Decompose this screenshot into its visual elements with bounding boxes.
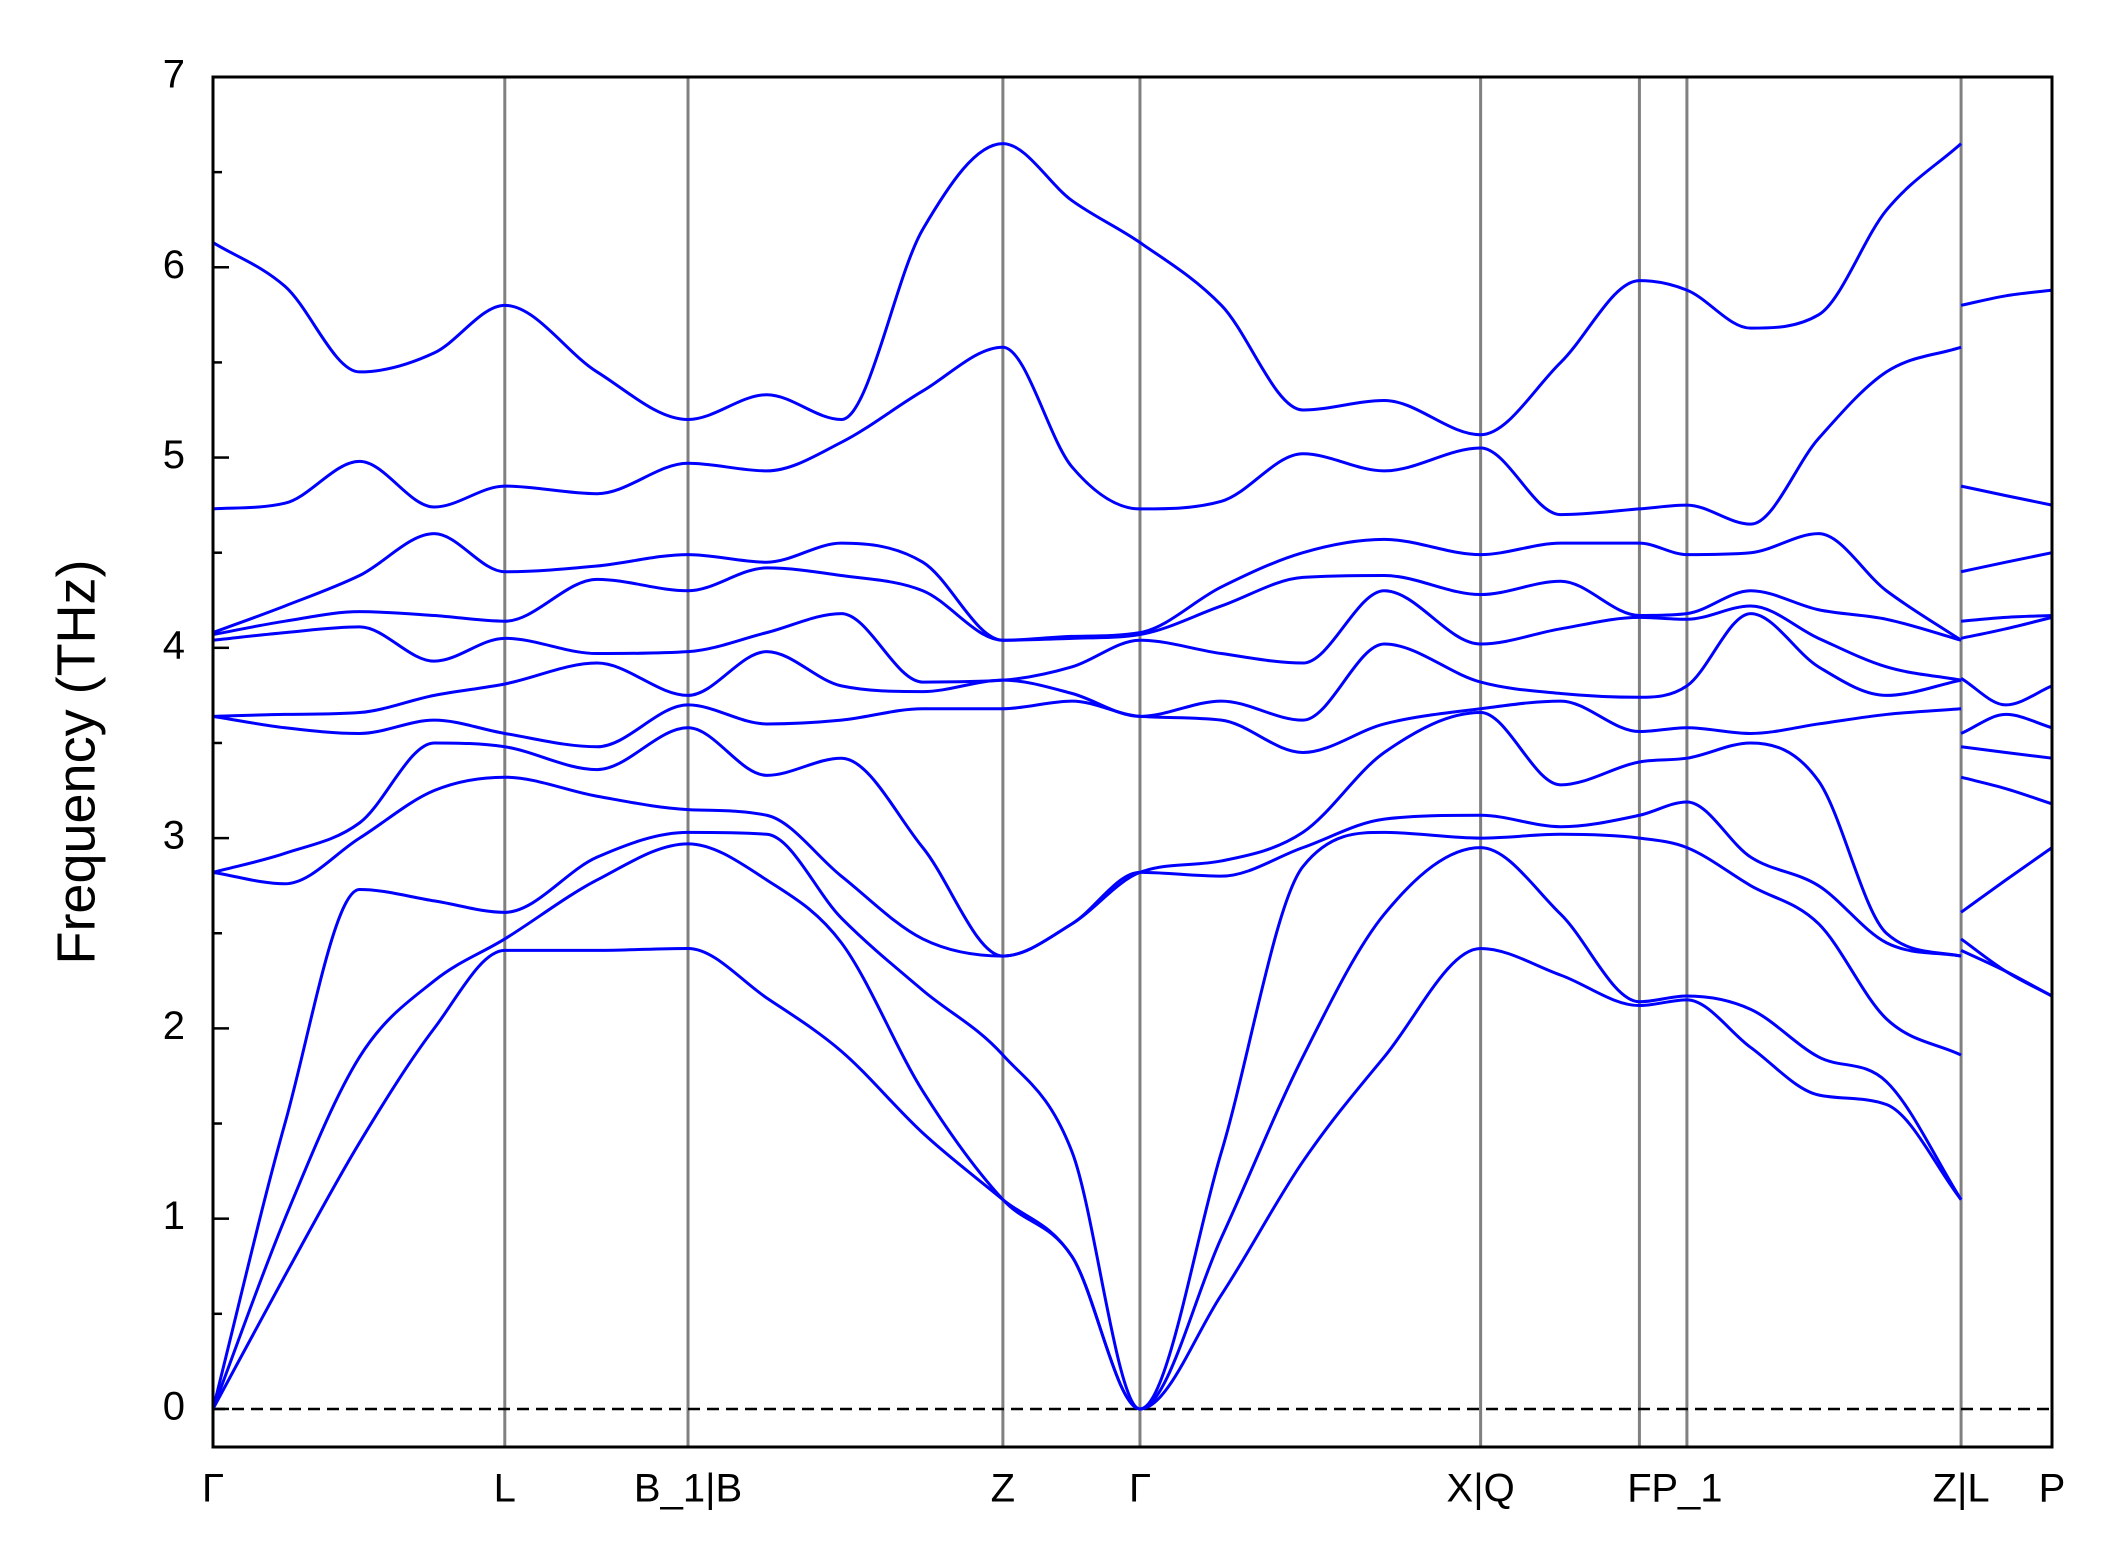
band-line bbox=[212, 612, 2053, 722]
y-tick-label: 1 bbox=[163, 1194, 185, 1238]
band-line bbox=[211, 842, 2053, 1411]
x-tick-label: Γ bbox=[1129, 1467, 1151, 1511]
band-line bbox=[212, 775, 2053, 958]
x-tick-label: X|Q bbox=[1447, 1467, 1515, 1511]
y-tick-label: 7 bbox=[163, 53, 185, 97]
x-tick-label: Γ bbox=[202, 1467, 224, 1511]
x-tick-label: P_1 bbox=[1651, 1467, 1722, 1511]
y-tick-label: 2 bbox=[163, 1004, 185, 1048]
band-line bbox=[212, 532, 2053, 642]
x-tick-label: P bbox=[2039, 1467, 2066, 1511]
band-line bbox=[212, 345, 2053, 526]
band-line bbox=[212, 589, 2053, 684]
y-tick-label: 3 bbox=[163, 814, 185, 858]
y-axis-label: Frequency (THz) bbox=[46, 559, 106, 964]
x-tick-label: Z|L bbox=[1933, 1467, 1990, 1511]
band-line bbox=[212, 566, 2053, 642]
y-tick-label: 5 bbox=[163, 433, 185, 477]
y-tick-label: 6 bbox=[163, 243, 185, 287]
band-line bbox=[212, 711, 2053, 958]
band-line bbox=[212, 142, 2053, 437]
y-tick-label: 0 bbox=[163, 1385, 185, 1429]
x-tick-label: Z bbox=[991, 1467, 1015, 1511]
x-tick-label: F bbox=[1627, 1467, 1651, 1511]
band-line bbox=[211, 946, 2053, 1411]
x-tick-label: L bbox=[494, 1467, 516, 1511]
band-line bbox=[211, 830, 2053, 1411]
y-tick-label: 4 bbox=[163, 623, 185, 667]
x-tick-label: B_1|B bbox=[634, 1467, 742, 1511]
plot-frame bbox=[211, 75, 2054, 1449]
